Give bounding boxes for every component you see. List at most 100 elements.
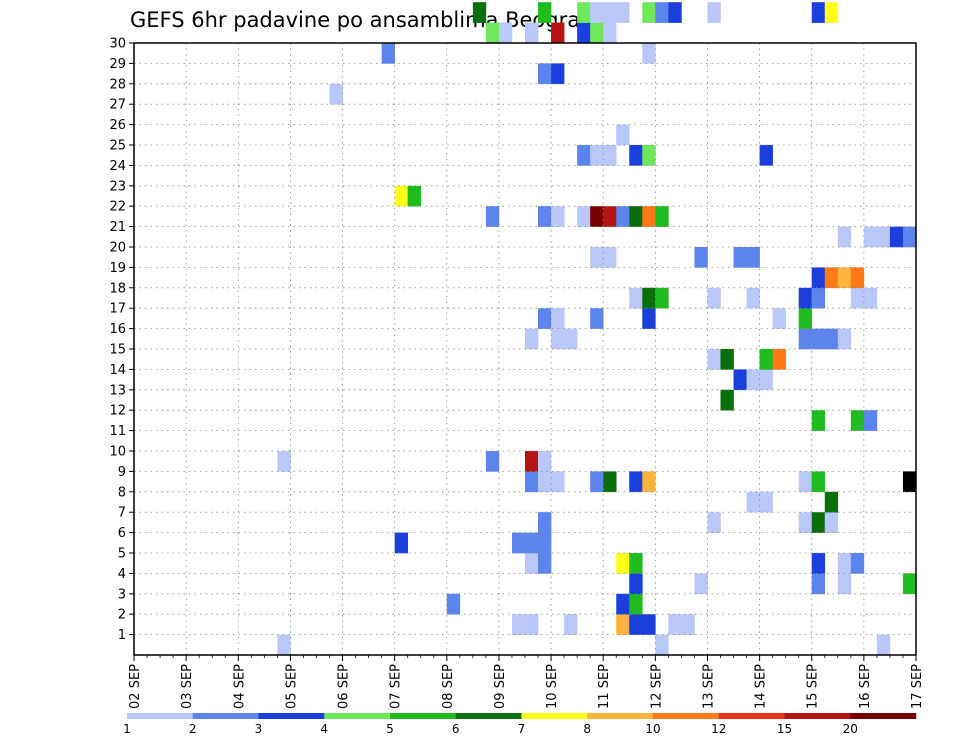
precip-cell — [629, 614, 643, 635]
legend-swatch — [850, 713, 917, 719]
precip-cell — [394, 185, 408, 207]
precip-cell — [694, 573, 708, 595]
y-tick-label: 23 — [109, 179, 126, 194]
precip-cell — [863, 226, 878, 248]
x-tick-label: 03 SEP — [180, 664, 195, 709]
precip-cell — [446, 593, 461, 615]
precip-cell — [525, 451, 539, 472]
y-tick-label: 1 — [118, 628, 126, 643]
precip-cell — [863, 287, 878, 309]
precip-cell — [733, 369, 747, 391]
x-tick-label: 12 SEP — [649, 664, 664, 709]
precip-cell — [603, 471, 617, 493]
y-tick-label: 10 — [109, 445, 126, 460]
legend-label: 10 — [645, 722, 660, 736]
x-tick-label: 15 SEP — [806, 664, 821, 709]
x-tick-label: 10 SEP — [545, 664, 560, 709]
y-tick-label: 16 — [109, 322, 126, 337]
precip-cell — [772, 308, 786, 329]
legend-label: 3 — [255, 722, 263, 736]
legend-label: 1 — [123, 722, 131, 736]
precip-cell — [850, 553, 865, 574]
y-tick-label: 4 — [118, 567, 126, 582]
precip-cell — [577, 206, 591, 227]
precip-cell — [551, 63, 565, 85]
y-tick-label: 29 — [109, 57, 126, 72]
y-axis: 1234567891011121314151617181920212223242… — [109, 37, 134, 643]
precip-cell — [603, 2, 617, 23]
precip-cell — [629, 145, 643, 166]
x-tick-label: 06 SEP — [337, 664, 352, 709]
precip-cell — [551, 328, 565, 350]
precip-cell — [603, 206, 617, 227]
precip-cell — [642, 145, 656, 166]
y-tick-label: 30 — [109, 37, 126, 52]
precip-cell — [655, 287, 669, 309]
precip-cell — [538, 2, 552, 23]
precip-cell — [837, 226, 852, 248]
precip-cell — [850, 267, 865, 289]
precip-cell — [798, 512, 813, 533]
precip-cell — [525, 532, 539, 554]
legend-label: 20 — [843, 722, 858, 736]
precip-cell — [759, 369, 773, 391]
precip-cell — [603, 247, 617, 268]
precip-cell — [551, 471, 565, 493]
precip-cell — [811, 410, 826, 431]
x-tick-label: 07 SEP — [389, 664, 404, 709]
legend-label: 2 — [189, 722, 197, 736]
precip-cell — [616, 593, 630, 615]
legend-label: 12 — [711, 722, 726, 736]
y-tick-label: 20 — [109, 241, 126, 256]
precip-cell — [876, 226, 891, 248]
precip-cell — [811, 2, 826, 23]
precip-cell — [811, 287, 826, 309]
precip-cell — [381, 43, 395, 64]
precip-cell — [876, 634, 891, 656]
y-tick-label: 15 — [109, 343, 126, 358]
precip-cell — [616, 2, 630, 23]
precip-cell — [642, 614, 656, 635]
y-tick-label: 13 — [109, 383, 126, 398]
precip-cell — [642, 471, 656, 493]
precip-cell — [629, 471, 643, 493]
legend-swatch — [587, 713, 654, 719]
precip-cell — [616, 614, 630, 635]
color-legend: 1 2 3 4 5 6 7 8 10 12 15 20 — [123, 713, 917, 736]
legend-swatch — [653, 713, 720, 719]
x-tick-label: 11 SEP — [597, 664, 612, 709]
legend-swatch — [784, 713, 851, 719]
precip-cell — [603, 22, 617, 44]
precip-cell — [485, 206, 500, 227]
precip-cell — [629, 553, 643, 574]
precip-cell — [485, 451, 500, 472]
precip-cell — [798, 287, 813, 309]
precip-cell — [759, 349, 773, 370]
precip-cell — [511, 532, 526, 554]
precip-cell — [746, 287, 760, 309]
precip-cell — [824, 328, 839, 350]
precip-cell — [902, 573, 917, 595]
precip-cell — [811, 328, 826, 350]
precip-cell — [655, 2, 669, 23]
precip-cell — [759, 145, 773, 166]
precip-cell — [603, 145, 617, 166]
y-tick-label: 24 — [109, 159, 126, 174]
precip-cell — [538, 308, 552, 329]
precip-cell — [590, 145, 604, 166]
x-tick-label: 13 SEP — [701, 664, 716, 709]
x-tick-label: 08 SEP — [441, 664, 456, 709]
precip-cell — [564, 614, 578, 635]
precip-cell — [772, 349, 786, 370]
legend-label: 8 — [583, 722, 591, 736]
precip-cell — [538, 206, 552, 227]
precip-cell — [629, 573, 643, 595]
precip-cell — [798, 308, 813, 329]
precip-cell — [538, 553, 552, 574]
y-tick-label: 25 — [109, 139, 126, 154]
y-tick-label: 21 — [109, 220, 126, 235]
precip-cell — [733, 247, 747, 268]
precip-cell — [590, 308, 604, 329]
x-tick-label: 04 SEP — [232, 664, 247, 709]
